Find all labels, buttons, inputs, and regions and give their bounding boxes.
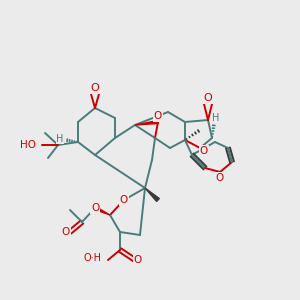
Text: O: O	[91, 83, 99, 93]
Text: HO: HO	[20, 140, 36, 150]
Text: O: O	[200, 146, 208, 156]
Text: O: O	[154, 111, 162, 121]
Text: H: H	[212, 113, 220, 123]
Text: O: O	[91, 203, 99, 213]
Text: O: O	[120, 195, 128, 205]
Text: H: H	[56, 134, 64, 144]
Text: O·H: O·H	[83, 253, 101, 263]
Polygon shape	[145, 188, 159, 202]
Text: O: O	[204, 93, 212, 103]
Polygon shape	[135, 121, 158, 125]
Polygon shape	[94, 207, 110, 215]
Text: O: O	[134, 255, 142, 265]
Text: O: O	[216, 173, 224, 183]
Text: O: O	[62, 227, 70, 237]
